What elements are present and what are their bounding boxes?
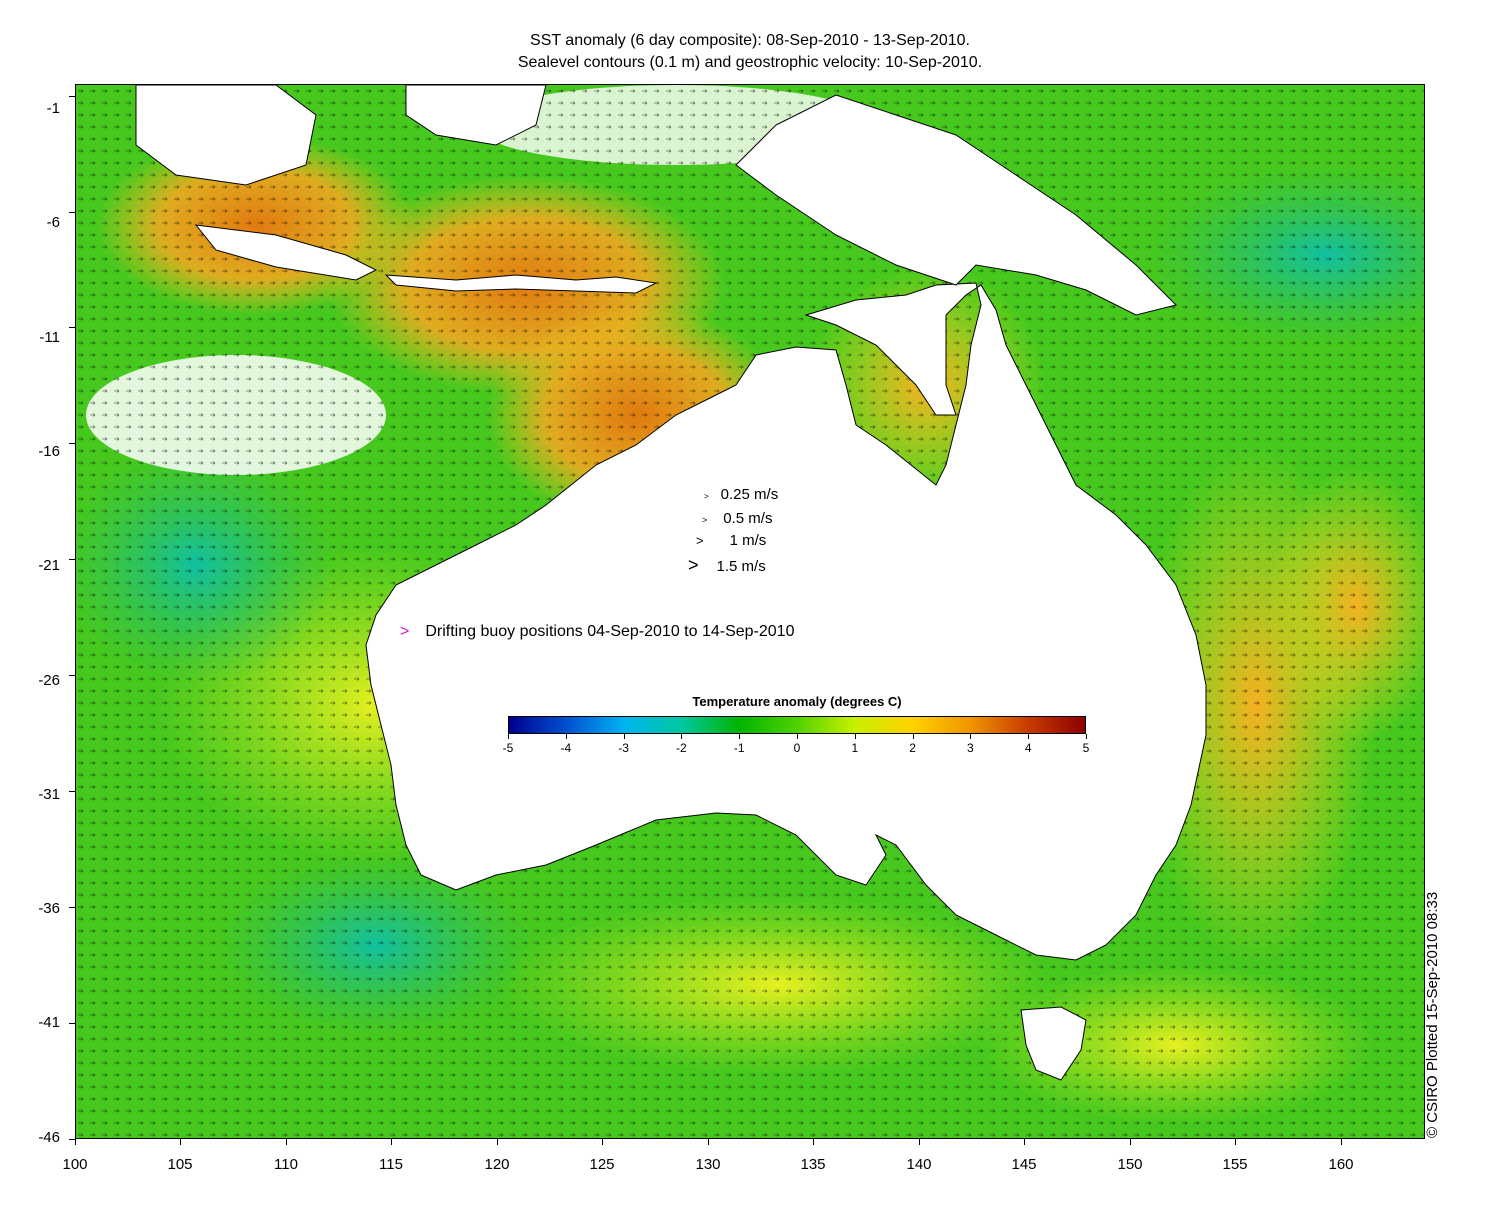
x-tick-label: 105 (167, 1156, 193, 1173)
arrow-icon: > (702, 515, 708, 525)
velocity-scale-label: 1 m/s (729, 532, 767, 549)
velocity-scale-row: >1.5 m/s (688, 555, 766, 576)
velocity-scale-row: >0.25 m/s (704, 486, 778, 503)
colorbar-tick (797, 734, 798, 739)
title-line-1: SST anomaly (6 day composite): 08-Sep-20… (530, 32, 970, 49)
y-tick-label: -46 (38, 1129, 60, 1146)
colorbar-tick (739, 734, 741, 739)
x-tick-label: 155 (1222, 1156, 1248, 1173)
arrow-icon: > (688, 555, 699, 575)
y-tick-mark (69, 675, 75, 677)
x-tick-label: 160 (1328, 1156, 1354, 1173)
x-tick-mark (707, 1139, 709, 1145)
new-guinea-landmass (735, 94, 1177, 316)
x-tick-mark (391, 1139, 393, 1145)
x-tick-label: 115 (379, 1156, 403, 1173)
colorbar-tick (681, 734, 683, 739)
plot-title: SST anomaly (6 day composite): 08-Sep-20… (0, 30, 1500, 74)
sst-anomaly-field (76, 85, 1424, 1138)
colorbar-tick-label: -3 (618, 741, 629, 755)
colorbar-tick (508, 734, 509, 739)
colorbar-tick (854, 734, 856, 739)
x-tick-mark (285, 1139, 287, 1145)
velocity-scale-label: 0.25 m/s (720, 486, 779, 503)
x-tick-label: 145 (1011, 1156, 1037, 1173)
x-tick-mark (1024, 1139, 1026, 1145)
x-tick-label: 150 (1117, 1156, 1143, 1173)
y-tick-label: -1 (46, 100, 60, 117)
title-line-2: Sealevel contours (0.1 m) and geostrophi… (517, 54, 983, 71)
x-tick-label: 110 (274, 1156, 298, 1173)
y-tick-label: -31 (38, 786, 60, 803)
velocity-scale-label: 0.5 m/s (723, 510, 773, 527)
colorbar-tick-label: -2 (676, 741, 687, 755)
colorbar-tick (912, 734, 914, 739)
colorbar-tick-label: -4 (560, 741, 572, 755)
x-tick-label: 140 (906, 1156, 932, 1173)
arrow-icon: > (696, 533, 704, 548)
colorbar-tick (970, 734, 972, 739)
y-tick-mark (69, 559, 75, 561)
x-tick-label: 120 (484, 1156, 510, 1173)
y-tick-label: -26 (38, 672, 60, 689)
borneo-sulawesi-landmass (135, 85, 547, 186)
colorbar-title: Temperature anomaly (degrees C) (692, 694, 902, 709)
australia-landmass (365, 282, 1207, 961)
tasmania-landmass (1020, 1006, 1087, 1081)
velocity-scale-row: >0.5 m/s (702, 510, 772, 527)
colorbar-tick (623, 734, 625, 739)
colorbar-tick-label: 0 (793, 741, 801, 755)
x-tick-mark (75, 1139, 76, 1145)
y-tick-mark (69, 327, 75, 329)
colorbar-tick-label: 4 (1024, 741, 1032, 755)
x-tick-mark (1340, 1139, 1342, 1145)
sst-map (75, 84, 1425, 1139)
y-tick-label: -41 (38, 1014, 60, 1031)
velocity-scale-row: >1 m/s (696, 532, 766, 549)
colorbar-tick-label: -1 (733, 741, 745, 755)
y-tick-mark (69, 211, 75, 213)
x-tick-mark (813, 1139, 815, 1145)
y-tick-label: -36 (38, 900, 60, 917)
y-tick-label: -16 (38, 443, 60, 460)
colorbar-tick (1028, 734, 1030, 739)
x-tick-mark (1235, 1139, 1237, 1145)
y-tick-mark (69, 1139, 75, 1140)
colorbar (508, 716, 1086, 734)
colorbar-tick-label: 2 (909, 741, 916, 755)
y-tick-label: -6 (46, 214, 60, 231)
y-tick-label: -21 (38, 557, 60, 574)
colorbar-tick-label: 5 (1082, 741, 1090, 755)
colorbar-tick-label: 1 (851, 741, 859, 755)
velocity-scale-label: 1.5 m/s (716, 558, 766, 575)
x-tick-mark (180, 1139, 182, 1145)
x-tick-mark (1129, 1139, 1131, 1145)
colorbar-tick (565, 734, 567, 739)
y-tick-mark (69, 1023, 75, 1025)
x-tick-label: 100 (62, 1156, 88, 1173)
java-landmass (194, 224, 378, 281)
buoy-marker-icon: > (400, 623, 410, 640)
x-tick-mark (602, 1139, 604, 1145)
x-tick-label: 130 (695, 1156, 721, 1173)
arrow-icon: > (704, 492, 709, 501)
x-tick-label: 135 (800, 1156, 826, 1173)
x-tick-mark (918, 1139, 920, 1145)
x-tick-label: 125 (589, 1156, 615, 1173)
colorbar-tick-label: -5 (502, 741, 514, 755)
colorbar-tick (1086, 734, 1087, 739)
buoy-legend: > Drifting buoy positions 04-Sep-2010 to … (400, 623, 794, 641)
y-tick-label: -11 (39, 329, 60, 346)
y-tick-mark (69, 95, 75, 97)
y-tick-mark (69, 443, 75, 445)
lesser-sunda-islands (384, 274, 658, 294)
colorbar-tick-label: 3 (967, 741, 974, 755)
credit-text: © CSIRO Plotted 15-Sep-2010 08:33 (1424, 891, 1441, 1138)
y-tick-mark (69, 907, 75, 909)
x-tick-mark (496, 1139, 498, 1145)
buoy-legend-label: Drifting buoy positions 04-Sep-2010 to 1… (425, 623, 795, 640)
y-tick-mark (69, 791, 75, 793)
